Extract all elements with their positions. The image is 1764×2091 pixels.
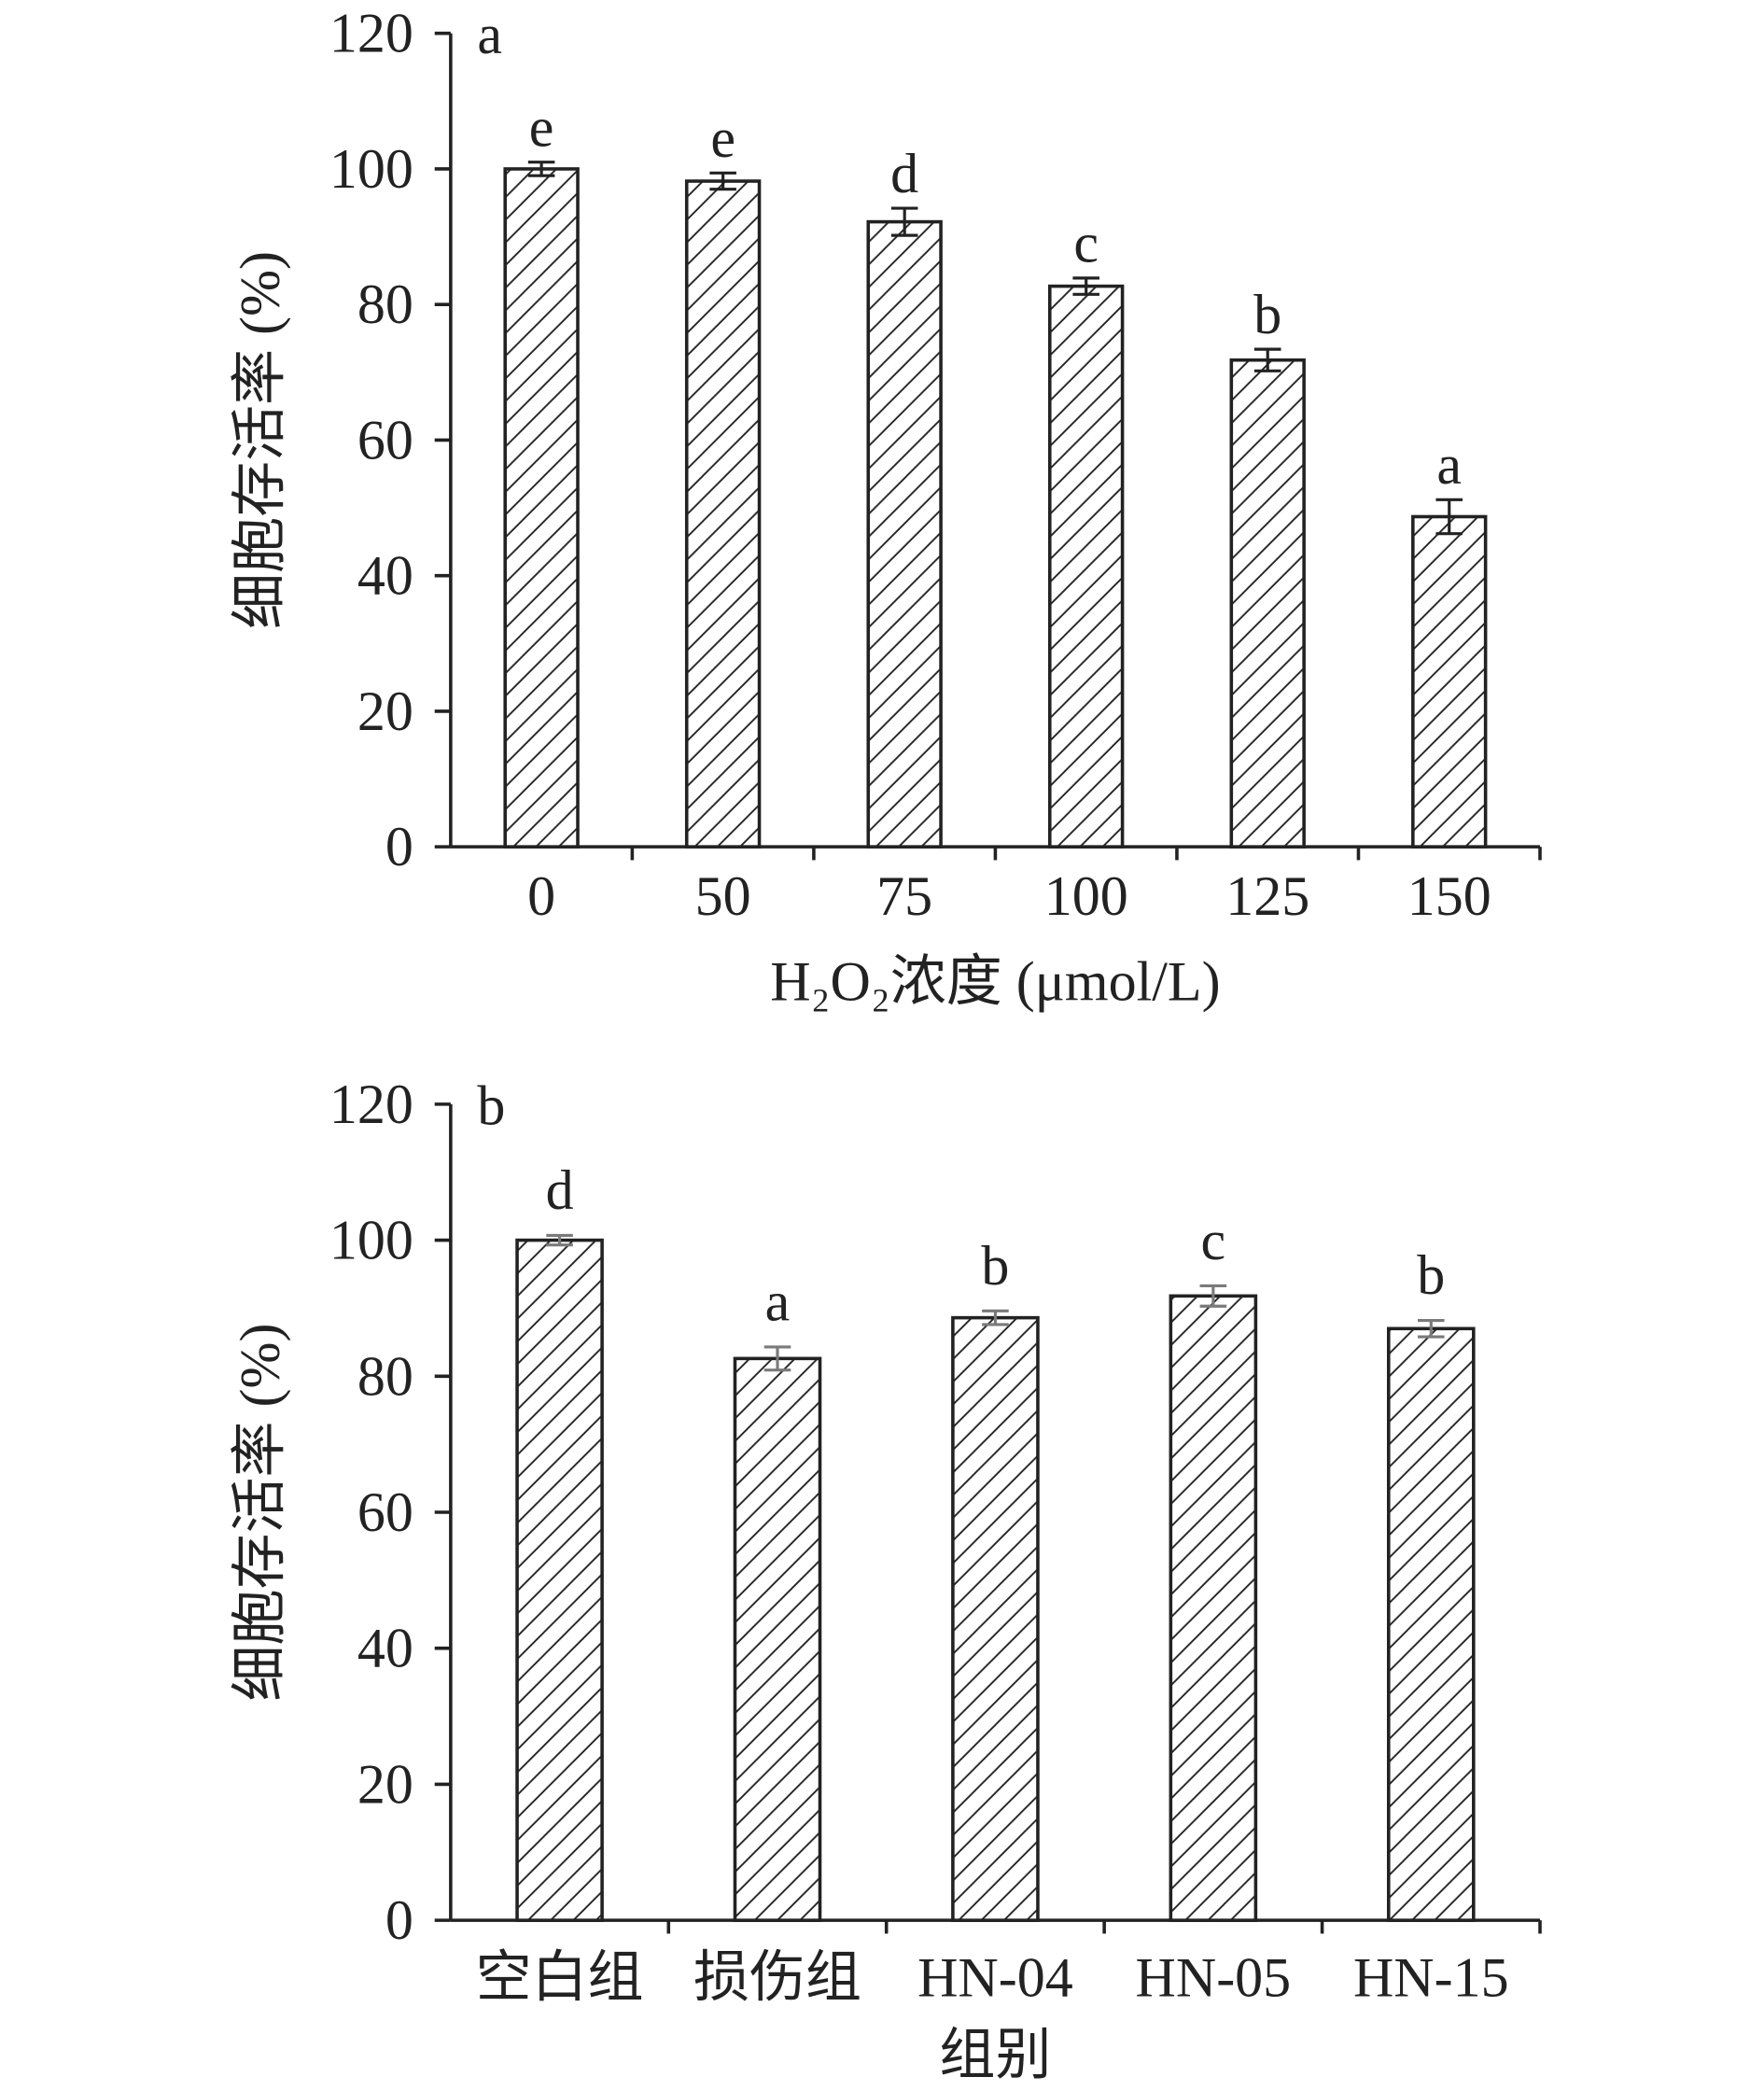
y-tick-label: 20 [357, 681, 413, 742]
y-tick-label: 20 [357, 1753, 413, 1815]
significance-letter: d [546, 1159, 574, 1221]
panel-label: a [477, 4, 502, 65]
significance-letter: b [981, 1235, 1009, 1297]
x-tick-label: 100 [1044, 865, 1128, 927]
significance-letter: d [890, 143, 918, 204]
x-tick-label: 50 [695, 865, 751, 927]
x-tick-label: HN-05 [1136, 1947, 1292, 2009]
chart-panel-1: 0 20 40 60 80 100 120 e 0 e 50 d 75 c 100 b 125 a 150 H₂O₂浓… [230, 3, 1542, 1012]
y-tick-label: 60 [357, 1481, 413, 1543]
y-tick-label: 100 [329, 138, 413, 200]
x-tick-label: 0 [527, 865, 555, 927]
bar [515, 1238, 604, 1922]
bar [684, 179, 762, 849]
bar [951, 1315, 1040, 1922]
x-axis-label: 组别 [939, 2024, 1051, 2085]
bar [503, 167, 580, 849]
x-tick-label: 空白组 [476, 1947, 644, 2009]
significance-letter: b [1253, 284, 1281, 345]
bar [1047, 284, 1125, 849]
y-tick-label: 60 [357, 409, 413, 470]
x-tick-label: 75 [876, 865, 932, 927]
y-tick-label: 40 [357, 1618, 413, 1679]
x-axis-label: H₂O₂浓度 (μmol/L) [770, 950, 1220, 1012]
bar [1386, 1326, 1476, 1922]
significance-letter: a [765, 1270, 791, 1332]
chart-panel-2: 0 20 40 60 80 100 120 d 空白组 a 损伤组 b HN-04 c HN-05 b HN-1… [230, 1074, 1542, 2085]
significance-letter: b [1417, 1244, 1445, 1306]
bar [733, 1356, 822, 1922]
y-axis-label: 细胞存活率 (%) [230, 251, 291, 629]
x-tick-label: HN-15 [1353, 1947, 1509, 2009]
significance-letter: c [1201, 1210, 1226, 1271]
y-tick-label: 120 [329, 3, 413, 64]
y-tick-label: 40 [357, 545, 413, 607]
y-axis-label: 细胞存活率 (%) [230, 1324, 291, 1702]
y-tick-label: 80 [357, 1345, 413, 1407]
significance-letter: a [1436, 434, 1462, 496]
y-tick-label: 80 [357, 274, 413, 335]
significance-letter: e [529, 97, 554, 159]
x-tick-label: 损伤组 [693, 1947, 861, 2009]
bar [1229, 358, 1306, 849]
significance-letter: e [710, 107, 735, 169]
y-tick-label: 100 [329, 1210, 413, 1271]
y-tick-label: 120 [329, 1074, 413, 1135]
y-tick-label: 0 [385, 816, 413, 877]
x-tick-label: HN-04 [917, 1947, 1073, 2009]
x-tick-label: 125 [1225, 865, 1309, 927]
bar [1169, 1294, 1258, 1922]
y-tick-label: 0 [385, 1889, 413, 1951]
x-tick-label: 150 [1407, 865, 1491, 927]
significance-letter: c [1073, 213, 1099, 274]
bar [866, 219, 943, 849]
bar [1411, 514, 1488, 849]
panel-label: b [477, 1074, 505, 1136]
